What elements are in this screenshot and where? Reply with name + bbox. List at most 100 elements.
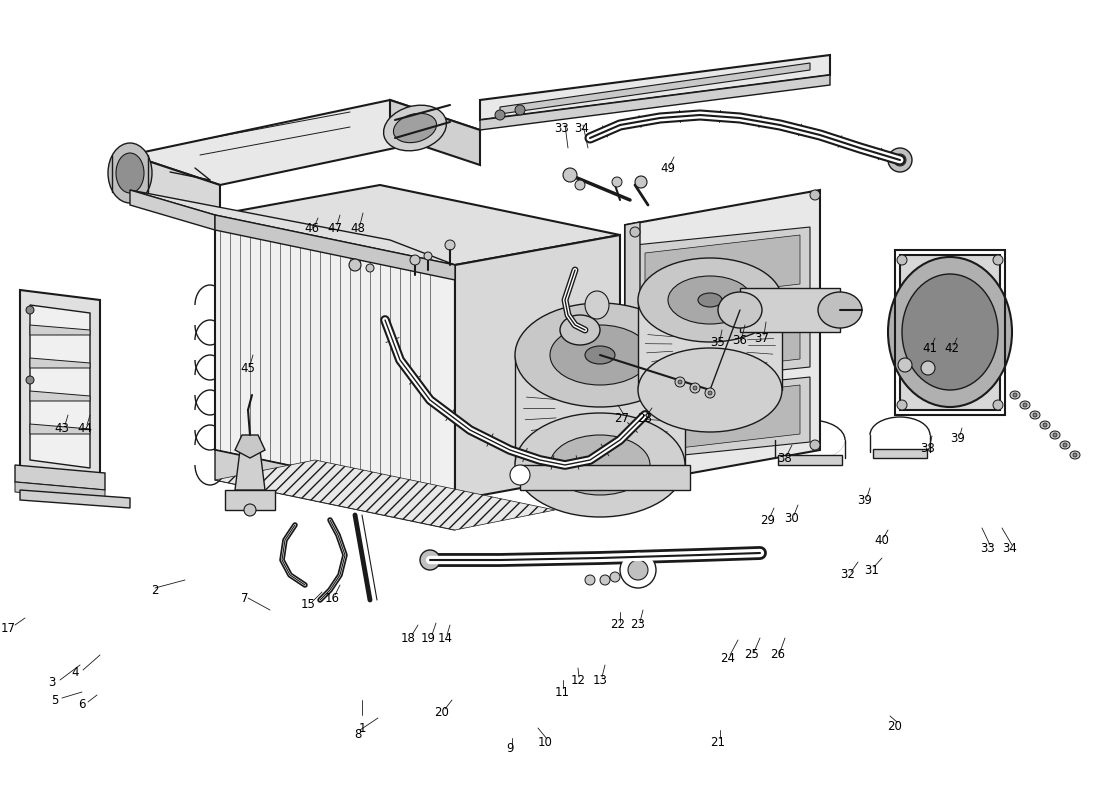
Ellipse shape [993, 400, 1003, 410]
Polygon shape [214, 460, 556, 530]
Ellipse shape [1060, 441, 1070, 449]
Ellipse shape [612, 177, 621, 187]
Polygon shape [645, 235, 800, 302]
Text: 49: 49 [660, 162, 675, 174]
Ellipse shape [349, 259, 361, 271]
Text: 11: 11 [554, 686, 570, 698]
Polygon shape [740, 288, 840, 332]
Ellipse shape [495, 110, 505, 120]
Text: 36: 36 [733, 334, 747, 346]
Polygon shape [214, 215, 455, 500]
Ellipse shape [446, 240, 455, 250]
Polygon shape [638, 300, 782, 390]
Polygon shape [900, 255, 1000, 410]
Text: 43: 43 [55, 422, 69, 434]
Ellipse shape [708, 391, 712, 395]
Text: 40: 40 [874, 534, 890, 546]
Text: 3: 3 [48, 677, 56, 690]
Polygon shape [20, 490, 130, 508]
Polygon shape [480, 55, 830, 120]
Ellipse shape [810, 190, 820, 200]
Text: 32: 32 [840, 569, 856, 582]
Ellipse shape [600, 575, 610, 585]
Ellipse shape [635, 176, 647, 188]
Polygon shape [30, 325, 90, 335]
Polygon shape [214, 185, 620, 265]
Text: 37: 37 [755, 331, 769, 345]
Ellipse shape [394, 114, 437, 142]
Polygon shape [226, 490, 275, 510]
Ellipse shape [550, 325, 650, 385]
Ellipse shape [896, 255, 907, 265]
Ellipse shape [1013, 393, 1018, 397]
Ellipse shape [921, 361, 935, 375]
Text: 4: 4 [72, 666, 79, 678]
Text: 46: 46 [305, 222, 319, 234]
Text: 25: 25 [745, 649, 759, 662]
Polygon shape [30, 391, 90, 401]
Text: 7: 7 [241, 591, 249, 605]
Ellipse shape [888, 148, 912, 172]
Text: 33: 33 [554, 122, 570, 134]
Ellipse shape [515, 303, 685, 407]
Polygon shape [30, 424, 90, 434]
Ellipse shape [515, 105, 525, 115]
Ellipse shape [818, 292, 862, 328]
Text: 33: 33 [980, 542, 996, 554]
Ellipse shape [896, 400, 907, 410]
Text: 21: 21 [711, 735, 726, 749]
Ellipse shape [26, 306, 34, 314]
Text: 20: 20 [434, 706, 450, 718]
Text: 15: 15 [300, 598, 316, 611]
Text: 48: 48 [351, 222, 365, 234]
Ellipse shape [810, 440, 820, 450]
Ellipse shape [510, 465, 530, 485]
Polygon shape [15, 482, 105, 500]
Text: 23: 23 [630, 618, 646, 631]
Ellipse shape [898, 358, 912, 372]
Ellipse shape [718, 292, 762, 328]
Ellipse shape [585, 346, 615, 364]
Ellipse shape [1033, 413, 1037, 417]
Polygon shape [625, 190, 820, 485]
Ellipse shape [628, 560, 648, 580]
Text: 47: 47 [328, 222, 342, 234]
Polygon shape [778, 455, 842, 465]
Ellipse shape [1040, 421, 1050, 429]
Text: 17: 17 [0, 622, 15, 634]
Ellipse shape [678, 380, 682, 384]
Text: 18: 18 [400, 631, 416, 645]
Polygon shape [455, 235, 620, 500]
Text: 28: 28 [638, 411, 652, 425]
Ellipse shape [1050, 431, 1060, 439]
Text: 44: 44 [77, 422, 92, 434]
Ellipse shape [26, 376, 34, 384]
Polygon shape [130, 190, 214, 230]
Text: 12: 12 [571, 674, 585, 686]
Ellipse shape [690, 383, 700, 393]
Ellipse shape [698, 293, 722, 307]
Text: 2: 2 [152, 583, 158, 597]
Polygon shape [635, 302, 810, 385]
Ellipse shape [675, 377, 685, 387]
Polygon shape [390, 100, 480, 165]
Ellipse shape [1072, 453, 1077, 457]
Text: 30: 30 [784, 511, 800, 525]
Text: 10: 10 [538, 735, 552, 749]
Ellipse shape [638, 348, 782, 432]
Polygon shape [214, 215, 455, 280]
Ellipse shape [410, 255, 420, 265]
Ellipse shape [888, 257, 1012, 407]
Polygon shape [635, 227, 810, 310]
Ellipse shape [1053, 433, 1057, 437]
Ellipse shape [894, 154, 906, 166]
Text: 42: 42 [945, 342, 959, 354]
Polygon shape [520, 465, 690, 490]
Text: 26: 26 [770, 649, 785, 662]
Polygon shape [500, 63, 810, 114]
Text: 45: 45 [241, 362, 255, 374]
Text: 24: 24 [720, 651, 736, 665]
Text: 16: 16 [324, 591, 340, 605]
Polygon shape [625, 222, 640, 490]
Polygon shape [515, 355, 685, 465]
